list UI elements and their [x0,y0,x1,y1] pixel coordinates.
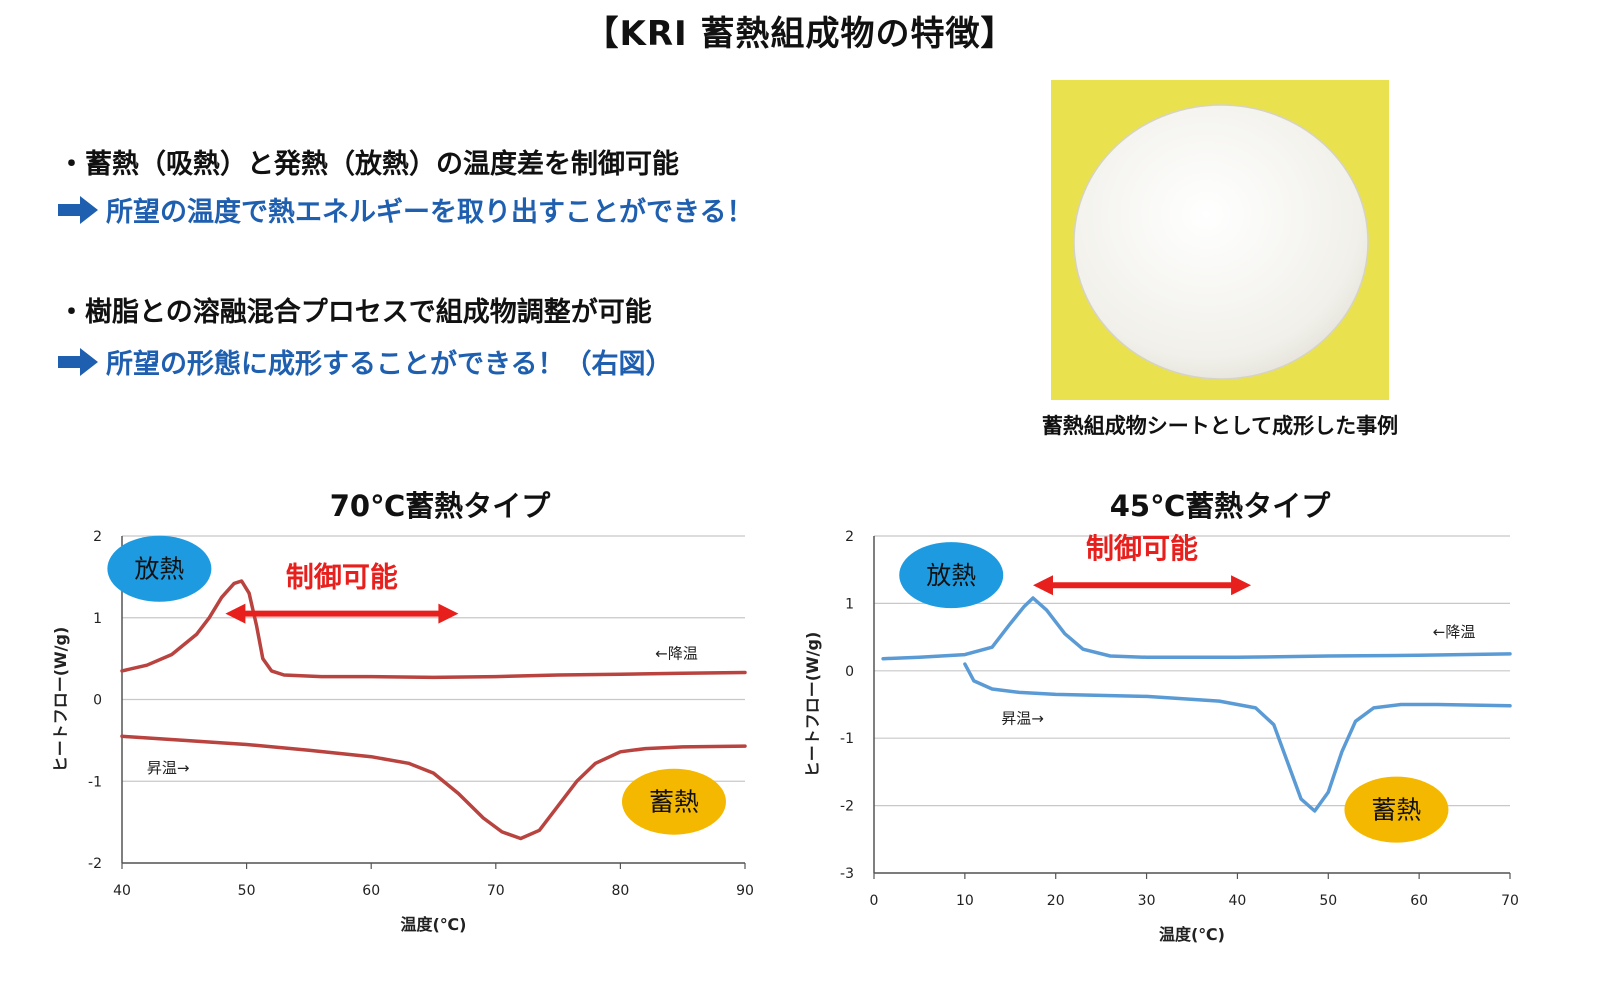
chart2-control-arrow-right-head [1231,575,1252,596]
chart1-y-tick-label: 0 [93,693,102,709]
chart2-y-tick-label: 0 [845,664,854,680]
chart1-cooling-label: ←降温 [655,645,698,663]
chart1-exotherm-badge [107,535,212,602]
chart2-series-cooling-line [881,596,1512,661]
sheet-photo [1051,80,1389,400]
feature-1-result-text: 所望の温度で熱エネルギーを取り出すことができる！ [106,197,754,228]
feature-1-result: 所望の温度で熱エネルギーを取り出すことができる！ [58,190,753,229]
chart1-exotherm-label: 放熱 [134,555,184,584]
chart1-y-tick-label: 2 [93,529,102,545]
chart2-endotherm-badge [1344,776,1449,843]
chart1-series-cooling-line [120,579,747,680]
chart2-x-tick-label: 10 [956,893,974,909]
page-title: 【KRI 蓄熱組成物の特徴】 [584,14,1016,54]
chart1-endotherm-label: 蓄熱 [649,788,699,817]
right-arrow-icon [58,195,98,224]
chart2-control-arrow-left-head [1033,575,1053,596]
chart1-x-tick-label: 70 [487,883,505,899]
feature-2-result: 所望の形態に成形することができる！（右図） [58,342,672,381]
chart2-x-axis-title: 温度(℃) [1158,925,1225,944]
chart1-y-axis-title: ヒートフロー(W/g) [51,627,70,773]
chart2-control-label: 制御可能 [1086,532,1198,565]
chart2-x-tick-label: 20 [1047,893,1065,909]
chart1-series-heating-line [120,734,747,841]
chart1-y-tick-label: -2 [88,856,102,872]
chart1-x-tick-label: 80 [611,883,629,899]
chart1-endotherm-badge [621,768,726,835]
chart1-x-tick-label: 50 [238,883,256,899]
chart1-x-tick-label: 40 [113,883,131,899]
chart2-y-tick-label: 2 [845,529,854,545]
chart2-exotherm-badge [899,542,1004,609]
chart1-x-axis-title: 温度(℃) [399,915,466,934]
chart2-x-tick-label: 70 [1501,893,1519,909]
right-arrow-icon [58,347,98,376]
chart1-control-arrow-left-head [225,603,246,624]
chart2-y-axis-title: ヒートフロー(W/g) [803,632,822,778]
chart2-series-heating-line [963,662,1512,813]
photo-caption: 蓄熱組成物シートとして成形した事例 [1041,414,1399,438]
chart2-cooling-label: ←降温 [1433,623,1476,641]
chart2-heating-label: 昇温→ [1001,709,1044,727]
chart1-y-tick-label: 1 [93,611,102,627]
feature-2-result-text: 所望の形態に成形することができる！（右図） [106,349,673,380]
feature-1-bullet: ・蓄熱（吸熱）と発熱（放熱）の温度差を制御可能 [58,149,679,180]
chart2-x-tick-label: 40 [1229,893,1247,909]
chart1-heating-label: 昇温→ [147,759,190,777]
chart2-endotherm-label: 蓄熱 [1371,796,1421,825]
chart-1-title: 70℃蓄熱タイプ [329,489,551,523]
chart1-y-tick-label: -1 [88,774,102,790]
chart1-x-tick-label: 90 [736,883,754,899]
chart2-x-tick-label: 0 [870,893,879,909]
chart2-x-tick-label: 50 [1319,893,1337,909]
chart2-y-tick-label: -1 [840,731,854,747]
chart1-control-arrow-right-head [438,603,459,624]
chart-70c: -2 -1 0 1 2 40 50 60 70 80 90 温度(℃) ヒートフロー(W/g) ←降温昇温… [51,529,754,934]
chart2-x-tick-label: 30 [1138,893,1156,909]
chart2-y-tick-label: -3 [840,866,854,882]
chart1-control-label: 制御可能 [286,561,398,594]
chart2-y-tick-label: -2 [840,799,854,815]
chart-2-title: 45℃蓄熱タイプ [1109,489,1331,523]
feature-2-bullet: ・樹脂との溶融混合プロセスで組成物調整が可能 [58,297,652,328]
chart2-x-tick-label: 60 [1410,893,1428,909]
chart2-exotherm-label: 放熱 [926,561,976,590]
chart1-x-tick-label: 60 [362,883,380,899]
sheet-photo-image [1073,104,1369,380]
chart2-y-tick-label: 1 [845,596,854,612]
